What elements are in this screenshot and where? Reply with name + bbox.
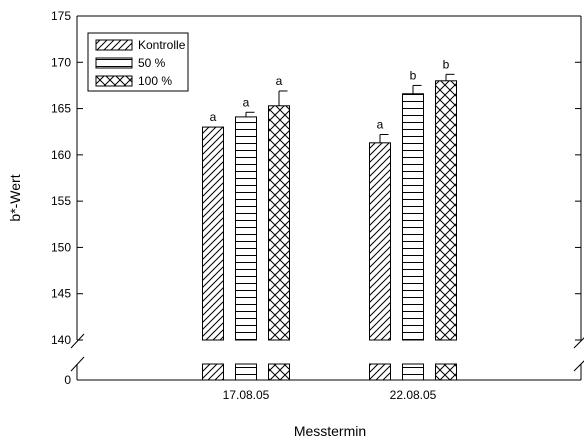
y-tick-label: 150: [51, 240, 71, 254]
axis-break-marks: [70, 333, 584, 372]
y-tick-label: 145: [51, 287, 71, 301]
y-tick-label-zero: 0: [64, 373, 71, 387]
x-tick-label: 17.08.05: [223, 388, 270, 402]
bar-50-17-08-05-base: [235, 363, 257, 381]
significance-letter: b: [443, 57, 450, 71]
y-axis-label: b*-Wert: [7, 174, 23, 221]
significance-letter: a: [276, 74, 283, 88]
bar-100-22-08-05: [435, 80, 457, 341]
x-tick-label: 22.08.05: [390, 388, 437, 402]
break-mark-left-2: [70, 356, 85, 372]
y-tick-label: 165: [51, 102, 71, 116]
bar-100-17-08-05-base: [268, 363, 290, 381]
x-axis-label: Messtermin: [294, 423, 366, 439]
y-axis-ticks: 175 170 165 160 155 150 145 140 0: [51, 9, 581, 387]
bar-kontrolle-22-08-05-base: [369, 363, 391, 381]
significance-letter: b: [410, 68, 417, 82]
legend-swatch-50: [95, 57, 133, 69]
bars: a a a a b b: [202, 57, 457, 381]
bar-100-17-08-05: [268, 105, 290, 341]
y-tick-label: 160: [51, 148, 71, 162]
y-tick-label: 140: [51, 333, 71, 347]
bar-50-22-08-05-base: [402, 363, 424, 381]
bar-kontrolle-17-08-05-base: [202, 363, 224, 381]
legend-label-kontrolle: Kontrolle: [138, 38, 186, 52]
bar-kontrolle-22-08-05: [369, 142, 391, 341]
significance-letter: a: [377, 117, 384, 131]
legend-swatch-100: [95, 75, 133, 87]
significance-letter: a: [210, 110, 217, 124]
break-mark-left-1: [70, 333, 85, 349]
legend-label-100: 100 %: [138, 74, 172, 88]
break-mark-right-2: [573, 360, 584, 372]
y-tick-label: 155: [51, 194, 71, 208]
legend-swatch-kontrolle: [95, 39, 133, 51]
plot-frame: [76, 15, 582, 381]
legend-label-50: 50 %: [138, 56, 166, 70]
legend: Kontrolle 50 % 100 %: [87, 32, 189, 92]
y-tick-label: 175: [51, 9, 71, 23]
y-tick-label: 170: [51, 55, 71, 69]
bar-50-17-08-05: [235, 116, 257, 341]
bar-50-22-08-05: [402, 93, 424, 341]
break-mark-right-1: [573, 337, 584, 349]
bar-100-22-08-05-base: [435, 363, 457, 381]
bar-kontrolle-17-08-05: [202, 126, 224, 341]
significance-letter: a: [243, 95, 250, 109]
